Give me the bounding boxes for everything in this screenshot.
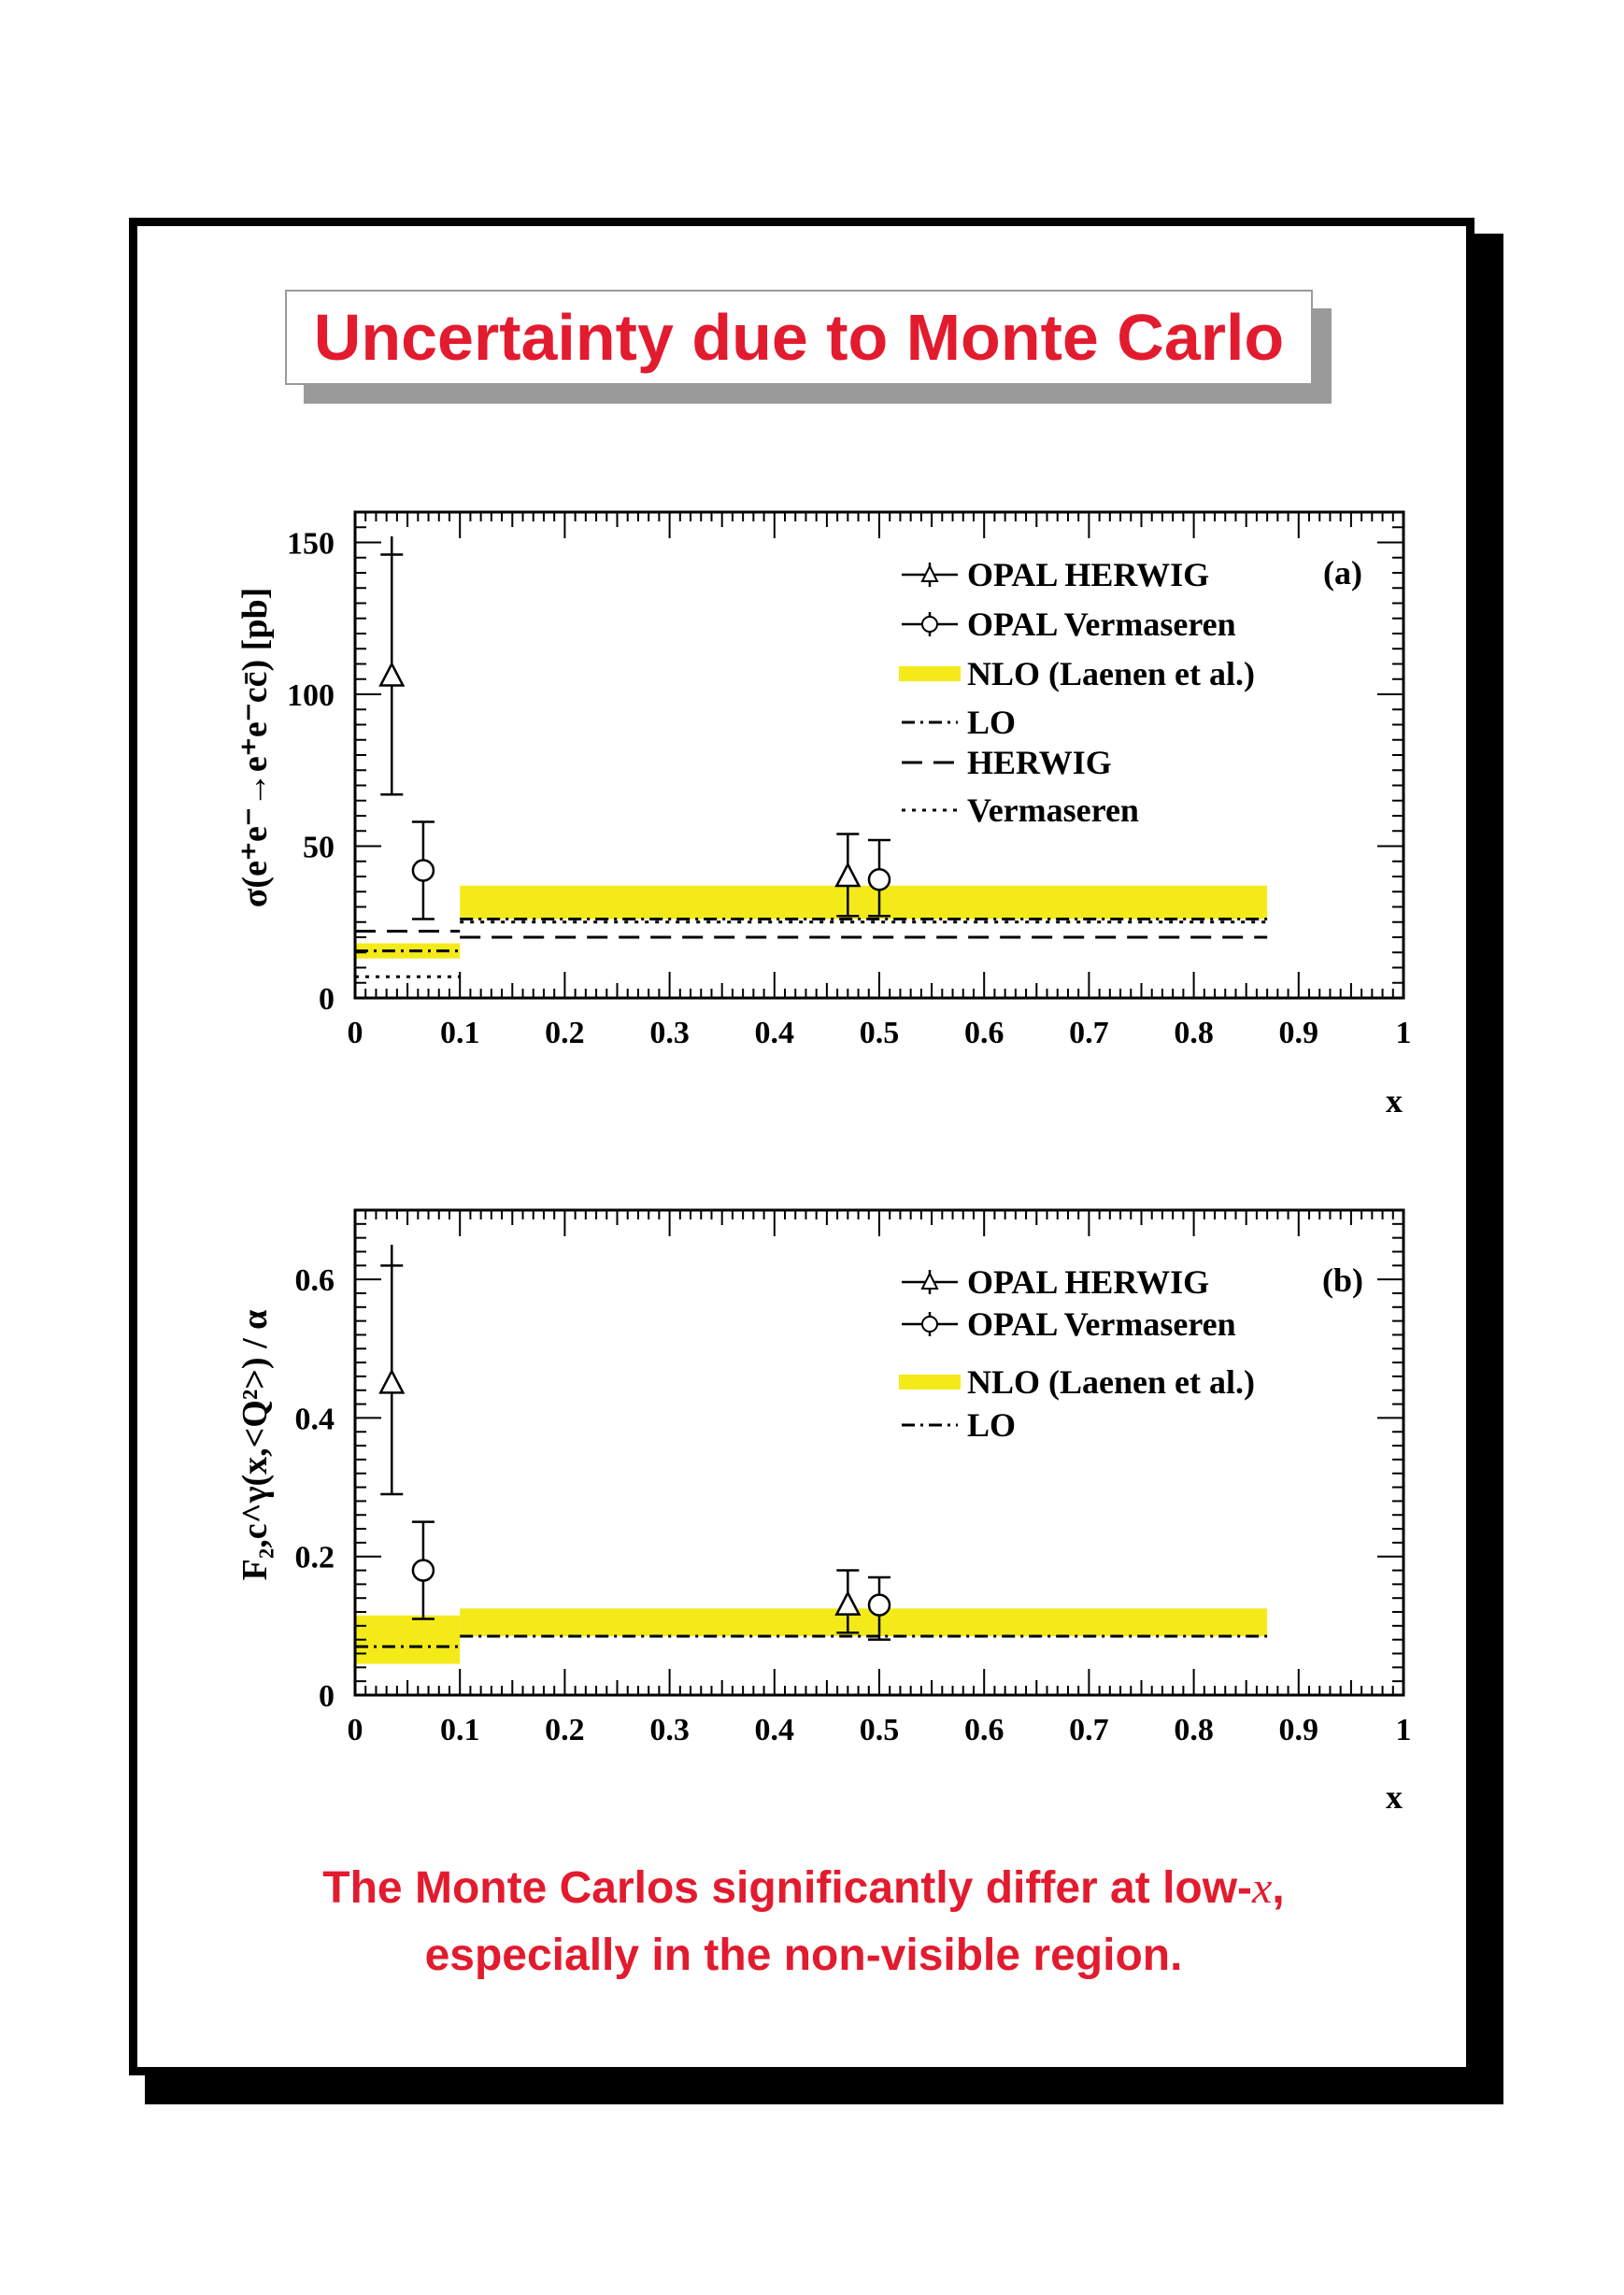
x-tick-label: 0.4: [755, 1016, 795, 1050]
circle-marker: [867, 1593, 891, 1617]
circle-marker: [411, 859, 435, 882]
legend-label: LO: [967, 704, 1016, 741]
legend-band-swatch: [899, 666, 961, 681]
panel-label: (b): [1322, 1262, 1363, 1299]
y-axis-label: F₂,c^γ(x,<Q²>) / α: [235, 1310, 275, 1581]
x-tick-label: 0: [348, 1713, 363, 1747]
legend-label: OPAL Vermaseren: [967, 1305, 1236, 1343]
plot-frame: [353, 510, 1405, 1000]
y-tick-label: 0.4: [295, 1402, 335, 1436]
legend-entry: LO: [902, 1406, 1016, 1444]
x-tick-label: 0.9: [1279, 1016, 1319, 1050]
y-tick-label: 100: [287, 678, 335, 713]
x-tick-label: 0.1: [440, 1016, 480, 1050]
slide-title: Uncertainty due to Monte Carlo: [313, 301, 1285, 374]
x-tick-label: 0.3: [649, 1016, 690, 1050]
footer-line-1-variable: x: [1252, 1863, 1273, 1913]
legend-label: NLO (Laenen et al.): [967, 655, 1255, 692]
x-tick-label: 1: [1396, 1016, 1412, 1050]
x-axis-label: x: [1386, 1082, 1403, 1119]
nlo-band-segment: [355, 1615, 461, 1664]
data-point-opal-herwig: [378, 536, 406, 796]
triangle-marker: [378, 1368, 406, 1394]
footer-line-1-comma: ,: [1272, 1863, 1285, 1913]
legend-entry: OPAL Vermaseren: [902, 606, 1236, 643]
data-point-opal-herwig: [834, 833, 862, 918]
legend-band-swatch: [899, 1375, 961, 1390]
legend-label: OPAL Vermaseren: [967, 606, 1236, 643]
legend-label: OPAL HERWIG: [967, 1263, 1209, 1301]
legend-entry: Vermaseren: [902, 791, 1139, 829]
triangle-marker: [378, 661, 406, 687]
footer-line-1: The Monte Carlos significantly differ at…: [150, 1855, 1458, 1922]
legend-label: HERWIG: [967, 744, 1112, 781]
panel-label: (a): [1323, 554, 1362, 592]
data-point-opal-vermaseren: [411, 820, 435, 920]
legend-triangle-marker: [920, 1271, 939, 1290]
chart-panel-a: 0 0.1 0.2 0.3 0.4 0.5 0.6 0.7 0.8 0.9 1 0 50 100 150 x σ…: [235, 510, 1412, 1119]
circle-marker: [411, 1559, 435, 1582]
y-tick-label: 50: [303, 831, 335, 865]
x-tick-label: 0.6: [964, 1016, 1004, 1050]
x-tick-label: 0.2: [545, 1016, 585, 1050]
nlo-band-segment: [460, 1608, 1268, 1636]
x-tick-label: 0.6: [964, 1713, 1004, 1747]
legend-entry: NLO (Laenen et al.): [899, 1363, 1255, 1401]
nlo-band-segment: [460, 885, 1268, 919]
legend-entry: OPAL Vermaseren: [902, 1305, 1236, 1343]
y-tick-label: 0: [319, 1679, 335, 1714]
legend-entry: OPAL HERWIG: [902, 1263, 1209, 1301]
circle-marker: [867, 868, 891, 891]
y-tick-label: 150: [287, 527, 335, 562]
data-point-opal-vermaseren: [867, 838, 891, 918]
x-tick-label: 0.9: [1279, 1713, 1319, 1747]
y-axis-label: σ(e⁺e⁻→e⁺e⁻cc̄) [pb]: [235, 588, 275, 907]
x-tick-label: 0.5: [860, 1713, 900, 1747]
nlo-band-segment: [355, 943, 461, 959]
footer-note: The Monte Carlos significantly differ at…: [150, 1855, 1458, 1989]
legend-label: LO: [967, 1406, 1016, 1444]
triangle-marker: [834, 862, 862, 888]
triangle-marker: [834, 1589, 862, 1616]
x-tick-label: 0.8: [1174, 1713, 1214, 1747]
footer-line-2: especially in the non-visible region.: [424, 1931, 1183, 1980]
legend-circle-marker: [921, 616, 938, 633]
data-point-opal-herwig: [378, 1245, 406, 1496]
x-tick-label: 0: [348, 1016, 363, 1050]
x-tick-label: 0.4: [755, 1713, 795, 1747]
legend-entry: LO: [902, 704, 1016, 741]
data-point-opal-vermaseren: [411, 1520, 435, 1620]
title-box: Uncertainty due to Monte Carlo: [285, 290, 1313, 385]
data-point-opal-herwig: [834, 1569, 862, 1634]
chart-panel-b: 0 0.1 0.2 0.3 0.4 0.5 0.6 0.7 0.8 0.9 1 0 0.2 0.4 0.6 x…: [235, 1208, 1412, 1816]
legend-label: OPAL HERWIG: [967, 556, 1209, 593]
legend-entry: NLO (Laenen et al.): [899, 655, 1255, 692]
data-point-opal-vermaseren: [867, 1575, 891, 1641]
legend-triangle-marker: [920, 563, 939, 582]
y-tick-label: 0.2: [295, 1541, 335, 1575]
slide-frame: [129, 218, 1474, 2075]
x-tick-label: 0.3: [649, 1713, 690, 1747]
x-tick-label: 0.7: [1069, 1713, 1109, 1747]
x-tick-label: 1: [1396, 1713, 1412, 1747]
legend-circle-marker: [921, 1316, 938, 1333]
x-axis-label: x: [1386, 1778, 1403, 1816]
x-tick-label: 0.1: [440, 1713, 480, 1747]
legend-entry: HERWIG: [902, 744, 1112, 781]
footer-line-1-text: The Monte Carlos significantly differ at…: [322, 1863, 1253, 1913]
x-tick-label: 0.7: [1069, 1016, 1109, 1050]
x-tick-label: 0.5: [860, 1016, 900, 1050]
legend-label: NLO (Laenen et al.): [967, 1363, 1255, 1401]
y-tick-label: 0.6: [295, 1263, 335, 1298]
legend-entry: OPAL HERWIG: [902, 556, 1209, 593]
x-tick-label: 0.8: [1174, 1016, 1214, 1050]
x-tick-label: 0.2: [545, 1713, 585, 1747]
y-tick-label: 0: [319, 982, 335, 1017]
legend-label: Vermaseren: [967, 791, 1139, 829]
